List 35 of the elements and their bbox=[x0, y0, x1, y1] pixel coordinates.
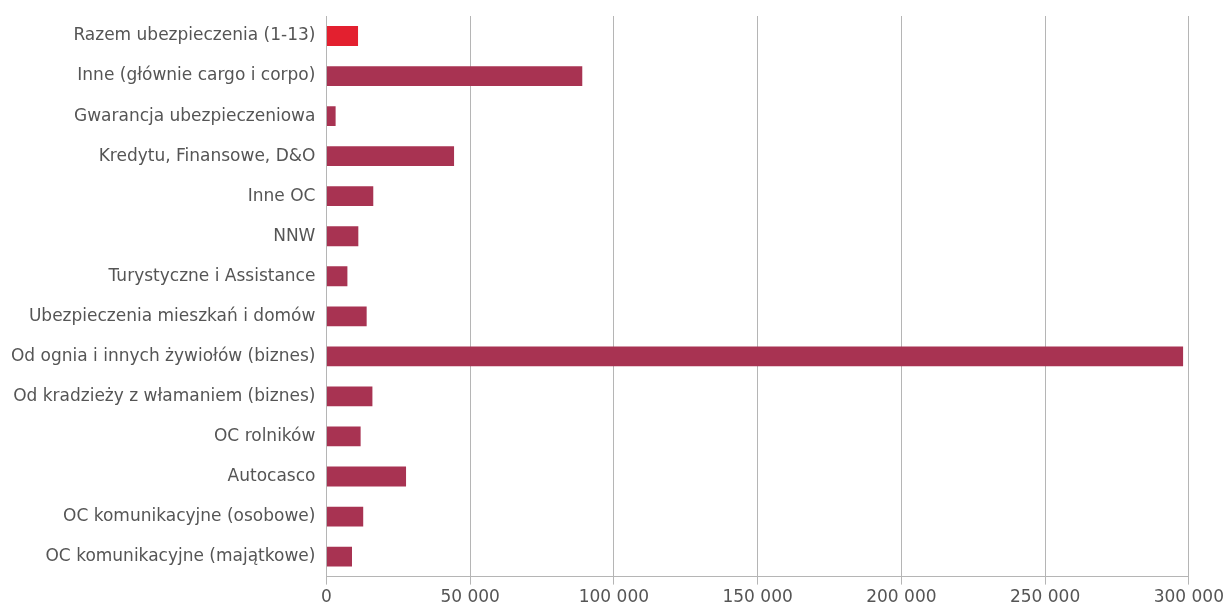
y-tick-label: Ubezpieczenia mieszkań i domów bbox=[28, 304, 316, 325]
bar bbox=[326, 506, 364, 527]
bar bbox=[326, 66, 583, 86]
bar bbox=[326, 266, 348, 287]
y-tick-label: Inne (głównie cargo i corpo) bbox=[77, 64, 316, 85]
y-tick-label: Razem ubezpieczenia (1-13) bbox=[73, 24, 316, 45]
x-tick-label: 300 000 bbox=[1153, 586, 1225, 607]
y-tick-label: Turystyczne i Assistance bbox=[107, 264, 316, 285]
y-tick-label: Gwarancja ubezpieczeniowa bbox=[73, 104, 316, 125]
y-tick-label: Kredytu, Finansowe, D&O bbox=[98, 144, 316, 165]
bar bbox=[326, 226, 359, 247]
bar bbox=[326, 466, 407, 487]
y-tick-label: Autocasco bbox=[227, 464, 316, 485]
x-tick-label: 150 000 bbox=[722, 586, 793, 607]
bar bbox=[326, 386, 373, 407]
y-tick-label: Od ognia i innych żywiołów (biznes) bbox=[10, 344, 316, 365]
bar bbox=[326, 146, 455, 167]
x-tick-label: 100 000 bbox=[578, 586, 650, 607]
bar bbox=[326, 106, 336, 127]
y-tick-label: NNW bbox=[273, 224, 316, 245]
bar bbox=[326, 186, 374, 207]
x-tick-label: 250 000 bbox=[1009, 586, 1081, 607]
y-tick-label: Od kradzieży z włamaniem (biznes) bbox=[13, 384, 316, 405]
bar bbox=[326, 426, 361, 447]
x-tick-label: 0 bbox=[321, 586, 332, 607]
y-tick-label: OC rolników bbox=[213, 424, 316, 445]
y-tick-label: OC komunikacyjne (osobowe) bbox=[63, 504, 316, 525]
bar bbox=[326, 346, 1184, 367]
x-tick-label: 50 000 bbox=[440, 586, 500, 607]
bar bbox=[326, 546, 352, 567]
bar bbox=[326, 306, 367, 327]
y-tick-label: OC komunikacyjne (majątkowe) bbox=[45, 545, 316, 565]
x-tick-label: 200 000 bbox=[866, 586, 937, 607]
bar bbox=[326, 26, 359, 46]
y-tick-label: Inne OC bbox=[247, 184, 316, 205]
